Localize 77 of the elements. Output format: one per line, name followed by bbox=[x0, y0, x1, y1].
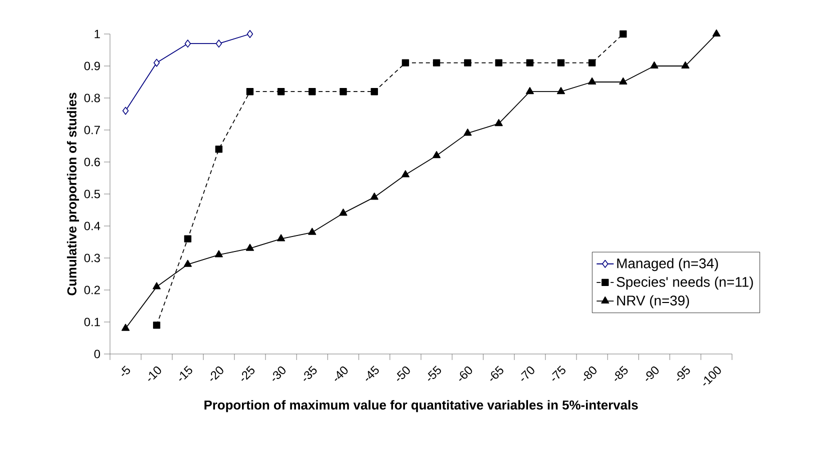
y-tick-label: 0.4 bbox=[84, 222, 100, 230]
point bbox=[370, 88, 378, 96]
point bbox=[246, 244, 254, 251]
x-tick-label: -100 bbox=[703, 366, 721, 386]
point bbox=[526, 59, 534, 66]
y-tick-label: 1 bbox=[94, 30, 100, 38]
x-tick-label: -5 bbox=[122, 366, 130, 376]
x-tick-label: -40 bbox=[334, 366, 348, 381]
point bbox=[340, 88, 347, 96]
x-tick-label: -60 bbox=[459, 366, 472, 381]
point bbox=[370, 192, 378, 200]
x-tick-label: -15 bbox=[179, 366, 192, 381]
y-tick-label: 0.1 bbox=[84, 318, 100, 326]
y-tick-label: 0.3 bbox=[84, 254, 100, 262]
y-tick-label: 0.5 bbox=[84, 190, 100, 198]
y-tick-label: 0.6 bbox=[84, 158, 100, 166]
y-tick-label: 0.7 bbox=[84, 126, 100, 134]
point bbox=[214, 250, 223, 258]
x-tick-label: -35 bbox=[304, 366, 317, 381]
x-tick-label: -95 bbox=[676, 366, 690, 381]
point bbox=[339, 208, 348, 216]
point bbox=[184, 260, 192, 267]
y-axis-title: Cumulative proportion of studies bbox=[66, 92, 80, 296]
point bbox=[308, 88, 316, 96]
legend-label: Species' needs (n=11) bbox=[616, 276, 753, 290]
point bbox=[588, 77, 596, 84]
point bbox=[495, 59, 502, 66]
x-axis-title: Proportion of maximum value for quantitative variables in 5%-intervals bbox=[204, 400, 638, 412]
point bbox=[122, 106, 129, 115]
point bbox=[526, 86, 534, 94]
x-tick-label: -70 bbox=[520, 366, 534, 381]
point bbox=[246, 88, 254, 96]
point bbox=[215, 146, 222, 153]
point bbox=[152, 282, 161, 290]
x-tick-label: -25 bbox=[241, 366, 254, 381]
point bbox=[154, 58, 160, 67]
point bbox=[432, 59, 440, 66]
point bbox=[620, 30, 627, 38]
y-tick-label: 0 bbox=[94, 350, 100, 358]
x-tick-label: -10 bbox=[148, 366, 162, 381]
point bbox=[246, 30, 254, 38]
point bbox=[712, 29, 720, 36]
point bbox=[588, 59, 596, 66]
x-tick-label: -30 bbox=[272, 366, 286, 381]
point bbox=[184, 40, 191, 48]
y-tick-label: 0.9 bbox=[84, 62, 100, 70]
point bbox=[277, 88, 285, 96]
point bbox=[619, 77, 628, 84]
legend-label: Managed (n=34) bbox=[617, 258, 718, 272]
x-tick-label: -65 bbox=[490, 366, 504, 381]
x-tick-label: -20 bbox=[210, 366, 224, 381]
legend-label: NRV (n=39) bbox=[617, 295, 689, 308]
point bbox=[494, 119, 503, 126]
x-tick-label: -90 bbox=[646, 366, 659, 381]
point bbox=[401, 170, 410, 178]
point bbox=[464, 128, 472, 136]
point bbox=[153, 322, 160, 329]
point bbox=[308, 228, 316, 235]
point bbox=[681, 61, 690, 68]
point bbox=[432, 151, 441, 158]
x-tick-label: -50 bbox=[396, 366, 410, 381]
point bbox=[557, 59, 565, 66]
x-tick-label: -85 bbox=[614, 366, 628, 381]
point bbox=[464, 59, 472, 66]
point bbox=[650, 61, 658, 68]
point bbox=[277, 234, 286, 242]
x-tick-label: -75 bbox=[552, 366, 566, 381]
point bbox=[216, 40, 222, 48]
x-tick-label: -45 bbox=[366, 366, 379, 381]
point bbox=[402, 59, 410, 66]
point bbox=[184, 235, 192, 242]
point bbox=[556, 86, 565, 94]
x-tick-label: -55 bbox=[428, 366, 442, 381]
y-tick-label: 0.2 bbox=[84, 286, 100, 294]
point bbox=[122, 324, 130, 331]
y-tick-label: 0.8 bbox=[84, 94, 100, 102]
x-tick-label: -80 bbox=[584, 366, 596, 381]
